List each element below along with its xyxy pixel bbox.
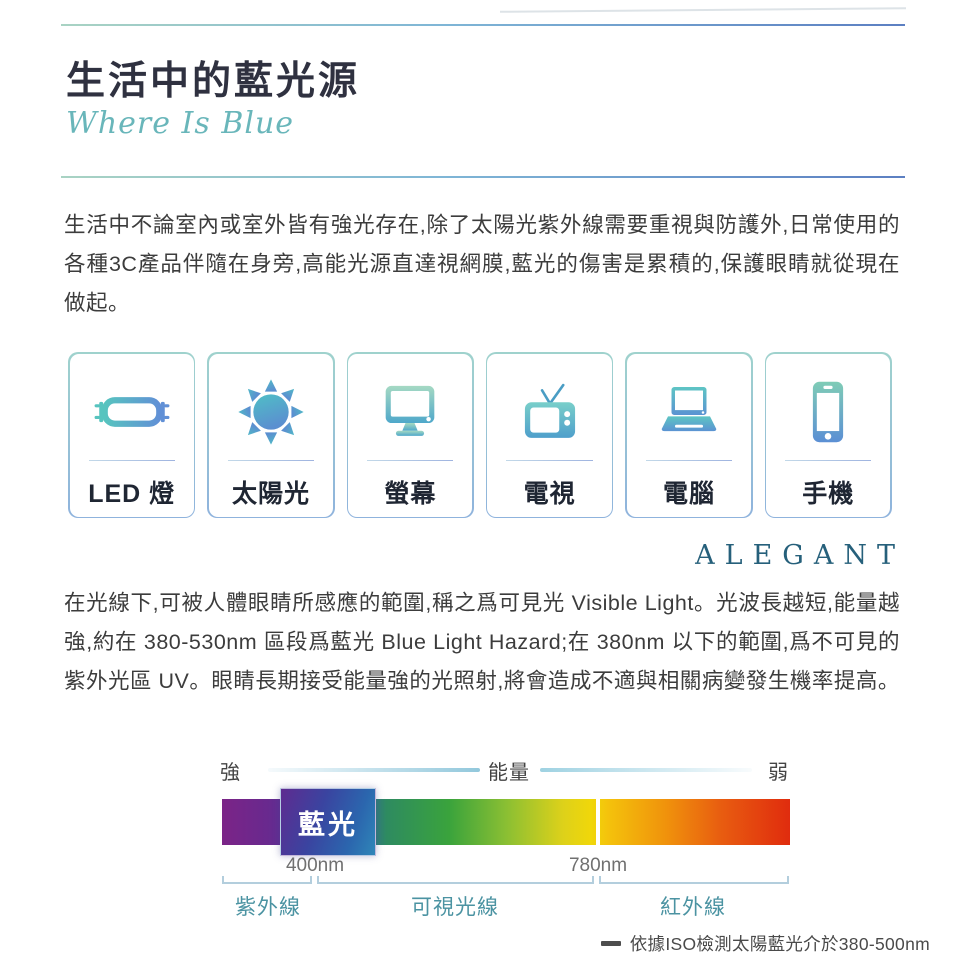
top-right-faint-line: [500, 7, 906, 13]
laptop-icon: [654, 378, 724, 446]
tv-icon: [517, 378, 583, 446]
ir-band-label: 紅外線: [660, 896, 726, 919]
page-subtitle: Where Is Blue: [66, 106, 295, 141]
card-screen: 螢幕: [346, 352, 474, 518]
card-computer: 電腦: [625, 352, 753, 518]
led-tube-icon: [93, 378, 171, 446]
uv-range-bracket: [222, 876, 312, 884]
card-divider: [367, 459, 454, 461]
card-divider: [645, 459, 733, 461]
card-sunlight: 太陽光: [207, 352, 335, 518]
spectrum-780nm-divider: [596, 799, 600, 845]
card-divider: [506, 459, 593, 461]
energy-strong-label: 強: [220, 762, 241, 784]
monitor-icon: [378, 378, 442, 446]
card-label: 電視: [523, 480, 576, 508]
card-tv: 電視: [485, 352, 614, 518]
card-label: 電腦: [662, 480, 715, 508]
brand-logo-text: ALEGANT: [695, 540, 905, 571]
blue-light-highlight-box: 藍光: [280, 788, 376, 856]
card-label: LED 燈: [88, 480, 176, 508]
energy-label: 能量: [488, 762, 530, 784]
card-divider: [88, 459, 175, 461]
uv-band-label: 紫外線: [235, 896, 301, 919]
card-divider: [227, 459, 315, 461]
sun-icon: [237, 378, 305, 446]
header-top-rule: [61, 24, 905, 26]
card-label: 手機: [802, 480, 855, 508]
footnote-dash-icon: [600, 941, 621, 946]
card-label: 螢幕: [384, 480, 437, 508]
footnote-text: 依據ISO檢測太陽藍光介於380-500nm: [629, 934, 930, 954]
blue-light-source-cards: LED 燈: [68, 352, 892, 518]
wavelength-780nm-label: 780nm: [568, 855, 628, 876]
visible-band-label: 可視光線: [411, 896, 499, 919]
iso-footnote: 依據ISO檢測太陽藍光介於380-500nm: [600, 931, 930, 956]
energy-weak-label: 弱: [768, 762, 789, 784]
intro-paragraph: 生活中不論室內或室外皆有強光存在,除了太陽光紫外線需要重視與防護外,日常使用的各…: [64, 213, 900, 315]
card-divider: [785, 459, 872, 461]
card-phone: 手機: [764, 352, 892, 518]
card-led-light: LED 燈: [68, 352, 196, 518]
wavelength-400nm-label: 400nm: [285, 855, 345, 876]
visible-range-bracket: [317, 876, 594, 884]
phone-icon: [805, 378, 851, 446]
energy-gradient-line-right: [540, 768, 752, 772]
page-title: 生活中的藍光源: [66, 58, 361, 104]
body-paragraph: 在光線下,可被人體眼睛所感應的範圍,稱之爲可見光 Visible Light。光…: [64, 591, 900, 693]
card-label: 太陽光: [231, 480, 310, 508]
header-bottom-rule: [61, 176, 905, 178]
ir-range-bracket: [599, 876, 789, 884]
energy-gradient-line-left: [268, 768, 480, 772]
